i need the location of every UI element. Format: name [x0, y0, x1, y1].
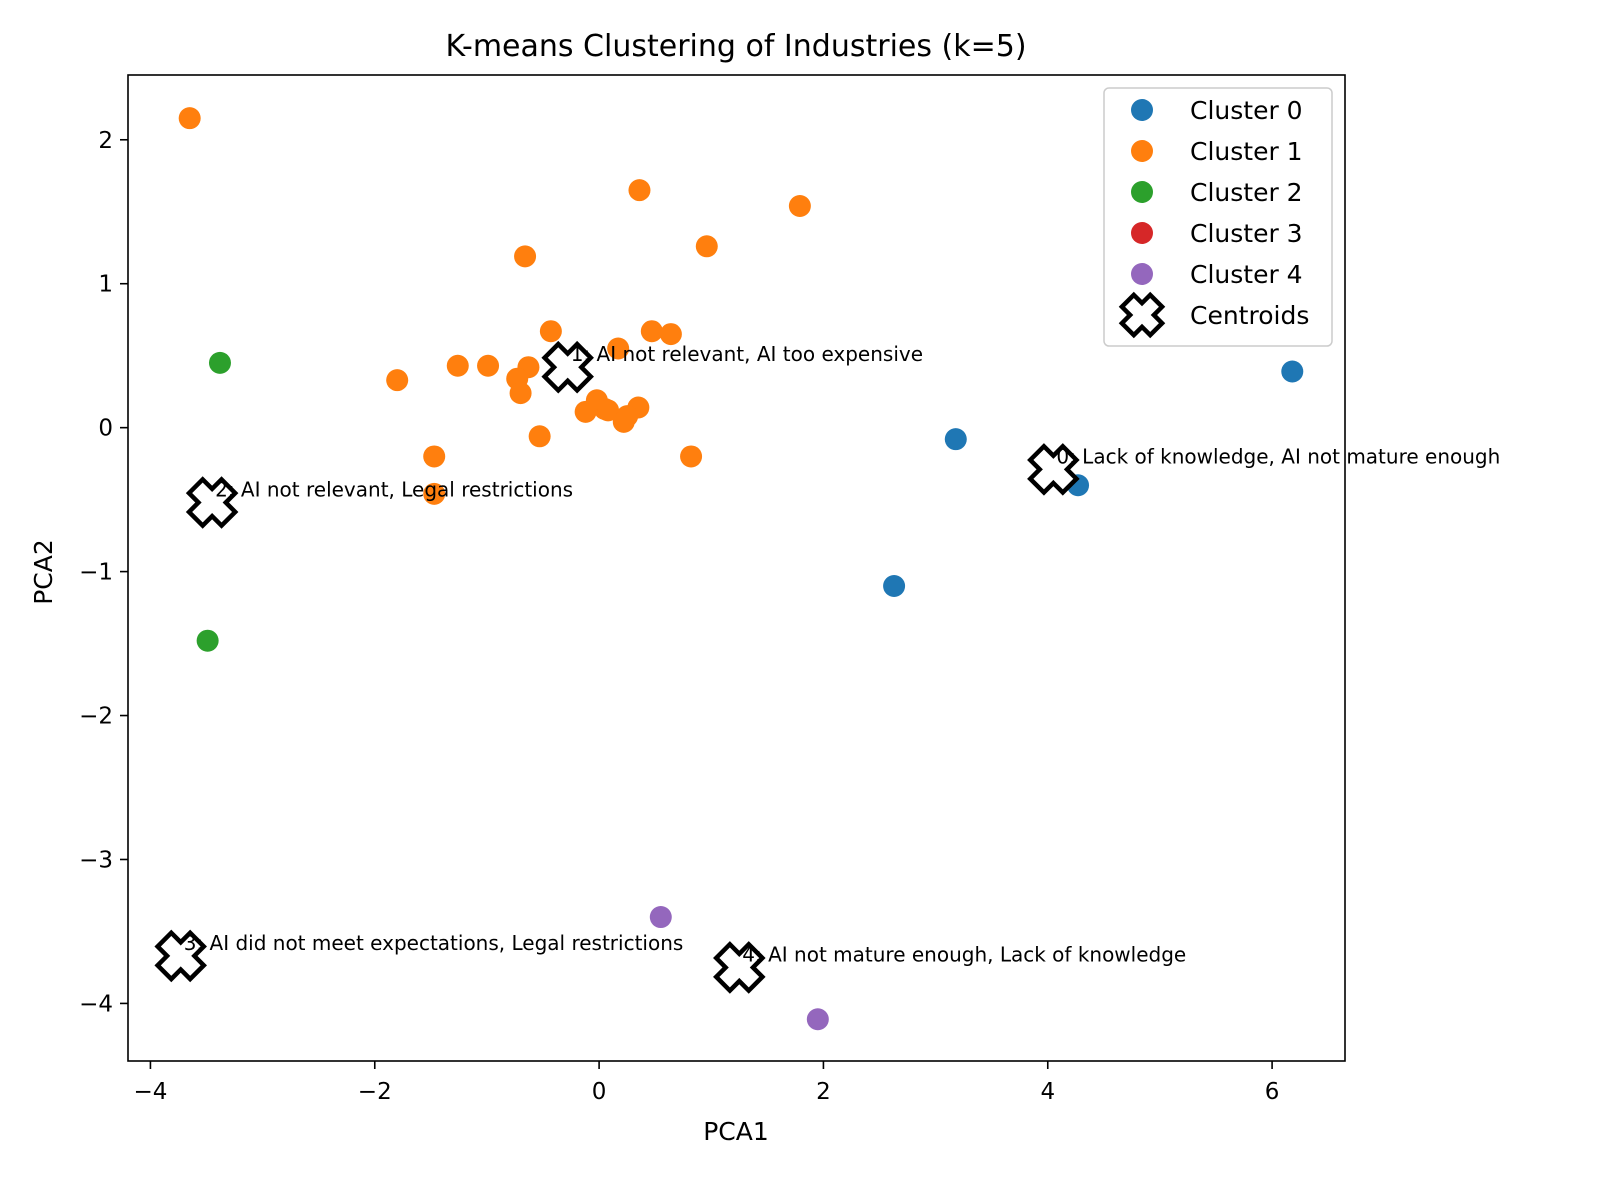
centroid-marker: [185, 476, 239, 529]
centroid-annotations: 1: AI not relevant, AI too expensive 0: L…: [184, 342, 1501, 966]
chart-title: K-means Clustering of Industries (k=5): [445, 29, 1026, 64]
centroid-label: 2: AI not relevant, Legal restrictions: [215, 478, 573, 502]
cluster-0-point: [944, 428, 967, 451]
cluster-1-point: [477, 354, 500, 377]
x-tick-label: 0: [592, 1079, 607, 1105]
y-tick-label: 1: [98, 272, 113, 298]
cluster-1-point: [386, 369, 409, 392]
cluster-1-point: [423, 445, 446, 468]
cluster-1-point: [640, 320, 663, 343]
legend-marker-cluster-4: [1131, 263, 1153, 285]
cluster-1-point: [528, 425, 551, 448]
y-tick-label: −1: [79, 560, 113, 586]
cluster-4-point: [806, 1008, 829, 1031]
centroid-marker: [713, 941, 766, 994]
cluster-0-point: [1281, 360, 1304, 383]
y-tick-label: 2: [98, 128, 113, 154]
cluster-1-point: [178, 107, 201, 130]
cluster-1-point: [628, 179, 651, 202]
legend-marker-centroids: [1118, 291, 1166, 339]
cluster-1-point: [659, 323, 682, 346]
cluster-1-point: [574, 400, 597, 423]
x-tick-label: −2: [358, 1079, 392, 1105]
cluster-1-point: [509, 382, 532, 405]
plot-frame: [127, 74, 1346, 1062]
cluster-1-point: [607, 337, 630, 360]
y-tick-label: 0: [98, 416, 113, 442]
axis-ticks: −4 −2 0 2 4 6 2 1 0 −1 −2 −3 −4: [79, 128, 1279, 1105]
legend-marker-cluster-2: [1131, 181, 1153, 203]
legend-marker-cluster-1: [1131, 140, 1153, 162]
legend-entry-cluster-2: Cluster 2: [1190, 178, 1303, 207]
cluster-1-point: [612, 410, 635, 433]
x-tick-label: 6: [1265, 1079, 1280, 1105]
legend-box: [1103, 87, 1333, 347]
cluster-1-point: [514, 245, 537, 268]
legend-entry-cluster-0: Cluster 0: [1190, 96, 1303, 125]
centroid-label: 3: AI did not meet expectations, Legal r…: [184, 931, 684, 955]
y-tick-label: −2: [79, 704, 113, 730]
cluster-1-point: [788, 194, 811, 217]
legend: Cluster 0 Cluster 1 Cluster 2 Cluster 3 Clus…: [1103, 87, 1333, 347]
legend-marker-cluster-0: [1131, 99, 1153, 121]
centroid-label: 0: Lack of knowledge, AI not mature enou…: [1056, 444, 1500, 468]
x-axis-label: PCA1: [703, 1117, 769, 1146]
x-tick-label: 4: [1040, 1079, 1055, 1105]
centroid-label: 1: AI not relevant, AI too expensive: [571, 342, 923, 366]
legend-entry-cluster-3: Cluster 3: [1190, 219, 1303, 248]
cluster-1-point: [695, 235, 718, 258]
cluster-1-point: [423, 482, 446, 505]
legend-entry-centroids: Centroids: [1190, 301, 1309, 330]
centroid-marker: [154, 929, 207, 983]
y-tick-label: −4: [79, 991, 113, 1017]
centroid-marker: [1027, 443, 1080, 496]
legend-entry-cluster-4: Cluster 4: [1190, 260, 1303, 289]
legend-entry-cluster-1: Cluster 1: [1190, 137, 1303, 166]
cluster-1-point: [446, 354, 469, 377]
centroid-label: 4: AI not mature enough, Lack of knowled…: [742, 942, 1186, 966]
cluster-0-point: [883, 574, 906, 597]
x-tick-label: 2: [816, 1079, 831, 1105]
cluster-1-point: [597, 399, 620, 422]
cluster-2-point: [196, 629, 219, 652]
centroid-marker: [541, 340, 594, 394]
cluster-4-point: [649, 906, 672, 929]
cluster-1-point: [539, 320, 562, 343]
cluster-2-point: [208, 351, 231, 374]
x-tick-label: −4: [133, 1079, 167, 1105]
legend-marker-cluster-3: [1131, 222, 1153, 244]
plot-area: [154, 107, 1304, 1031]
cluster-1-point: [680, 445, 703, 468]
y-tick-label: −3: [79, 847, 113, 873]
y-axis-label: PCA2: [29, 539, 58, 605]
